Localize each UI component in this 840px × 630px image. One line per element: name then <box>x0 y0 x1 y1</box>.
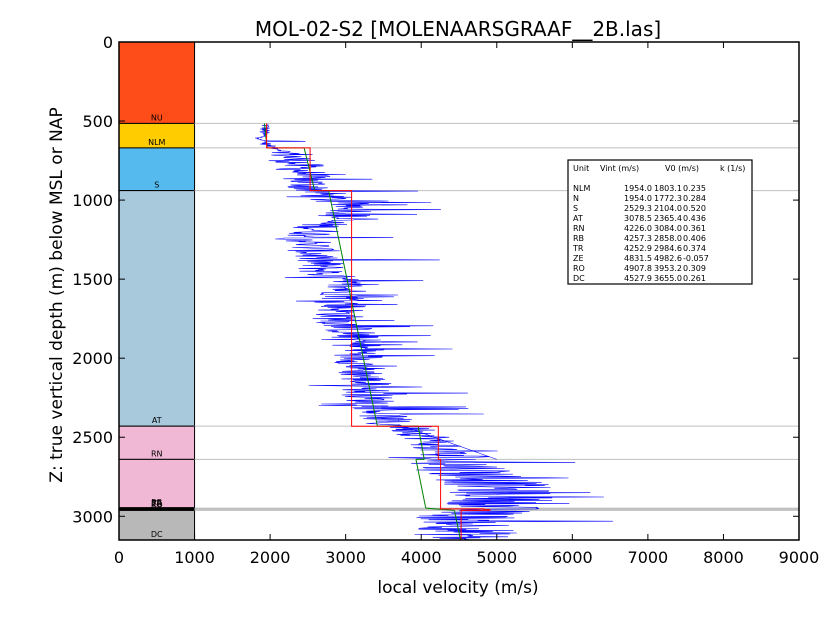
y-axis-label: Z: true vertical depth (m) below MSL or … <box>47 107 67 482</box>
layer-label-rb: RB <box>151 498 162 507</box>
table-cell-9-0: DC <box>573 274 585 283</box>
linear-model-segment-5 <box>453 510 462 541</box>
series-velocity-log <box>254 124 613 540</box>
table-cell-4-2: 3084.0 <box>654 224 682 233</box>
layer-rn <box>118 425 196 460</box>
y-tick-label-6: 3000 <box>72 507 113 526</box>
table-cell-8-0: RO <box>573 264 585 273</box>
series-velocity-log-jump <box>398 424 497 460</box>
table-cell-1-2: 1772.3 <box>654 194 682 203</box>
table-cell-7-2: 4982.6 <box>654 254 682 263</box>
table-cell-0-0: NLM <box>573 184 590 193</box>
table-header-1: Vint (m/s) <box>600 164 639 173</box>
layer-label-ro: RO <box>151 500 163 509</box>
table-cell-3-2: 2365.4 <box>654 214 682 223</box>
table-cell-3-1: 3078.5 <box>624 214 652 223</box>
series-interval-velocity <box>266 123 491 540</box>
layer-label-s: S <box>154 181 159 190</box>
y-tick-label-5: 2500 <box>72 428 113 447</box>
y-tick-label-2: 1000 <box>72 191 113 210</box>
linear-model-segment-1 <box>303 147 316 191</box>
table-cell-6-1: 4252.9 <box>624 244 652 253</box>
table-cell-1-0: N <box>573 194 579 203</box>
table-cell-6-0: TR <box>572 244 584 253</box>
layer-label-nu: NU <box>151 113 163 122</box>
table-cell-7-1: 4831.5 <box>624 254 652 263</box>
layer-at <box>118 190 196 427</box>
y-tick-label-4: 2000 <box>72 349 113 368</box>
layer-label-rn: RN <box>151 449 163 458</box>
layer-dc <box>118 509 196 541</box>
y-tick-label-1: 500 <box>82 112 113 131</box>
x-tick-label-3: 3000 <box>325 548 366 567</box>
table-header-2: V0 (m/s) <box>665 164 699 173</box>
x-tick-label-7: 7000 <box>628 548 669 567</box>
velocity-table-frame <box>567 159 753 285</box>
table-cell-0-3: 0.235 <box>683 184 706 193</box>
chart-title: MOL-02-S2 [MOLENAARSGRAAF__2B.las] <box>255 17 661 41</box>
table-cell-6-2: 2984.6 <box>654 244 682 253</box>
x-axis-ticks: 0 1000 2000 3000 4000 5000 6000 7000 8000 9000 <box>114 42 819 567</box>
table-cell-2-1: 2529.3 <box>624 204 652 213</box>
table-cell-4-3: 0.361 <box>683 224 706 233</box>
x-tick-label-2: 2000 <box>250 548 291 567</box>
linear-model-segment-2 <box>328 190 378 427</box>
table-cell-3-3: 0.436 <box>683 214 706 223</box>
x-tick-label-0: 0 <box>114 548 124 567</box>
x-tick-label-4: 4000 <box>401 548 442 567</box>
x-tick-label-8: 8000 <box>703 548 744 567</box>
velocity-table: Unit Vint (m/s) V0 (m/s) k (1/s) NLM 1954.0 18… <box>567 159 753 285</box>
table-cell-8-3: 0.309 <box>683 264 706 273</box>
table-cell-8-2: 3953.2 <box>654 264 682 273</box>
table-cell-8-1: 4907.8 <box>624 264 652 273</box>
table-header-3: k (1/s) <box>720 164 745 173</box>
velocity-trace-series <box>254 124 613 540</box>
x-axis-label: local velocity (m/s) <box>377 578 538 598</box>
plot-frame <box>118 41 800 541</box>
layer-s <box>118 147 196 192</box>
y-tick-label-3: 1500 <box>72 270 113 289</box>
x-tick-label-5: 5000 <box>476 548 517 567</box>
table-cell-7-3: -0.057 <box>683 254 709 263</box>
table-cell-7-0: ZE <box>573 254 584 263</box>
layer-nu <box>118 41 196 124</box>
table-cell-4-0: RN <box>573 224 585 233</box>
layer-label-nlm: NLM <box>148 138 165 147</box>
x-tick-label-6: 6000 <box>552 548 593 567</box>
x-tick-label-1: 1000 <box>174 548 215 567</box>
table-cell-9-3: 0.261 <box>683 274 706 283</box>
table-cell-6-3: 0.374 <box>683 244 706 253</box>
table-cell-2-2: 2104.0 <box>654 204 682 213</box>
layer-label-tr: TR <box>151 499 163 508</box>
table-cell-1-3: 0.284 <box>683 194 706 203</box>
table-cell-0-1: 1954.0 <box>624 184 652 193</box>
layer-label-ze: ZE <box>152 500 163 509</box>
layer-label-dc: DC <box>151 530 163 539</box>
linear-model-segment-4 <box>415 459 427 509</box>
table-cell-3-0: AT <box>573 214 583 223</box>
linear-model-segment-3 <box>417 426 425 460</box>
table-cell-1-1: 1954.0 <box>624 194 652 203</box>
table-cell-4-1: 4226.0 <box>624 224 652 233</box>
table-cell-5-2: 2858.0 <box>654 234 682 243</box>
table-header-0: Unit <box>573 164 589 173</box>
layer-rb <box>118 458 196 509</box>
table-cell-2-0: S <box>573 204 578 213</box>
table-cell-5-3: 0.406 <box>683 234 706 243</box>
table-cell-2-3: 0.520 <box>683 204 706 213</box>
x-tick-label-9: 9000 <box>779 548 820 567</box>
table-cell-9-2: 3655.0 <box>654 274 682 283</box>
y-axis-ticks: 0 500 1000 1500 2000 2500 3000 <box>72 33 799 526</box>
layer-label-at: AT <box>152 416 162 425</box>
table-cell-0-2: 1803.1 <box>654 184 682 193</box>
table-cell-9-1: 4527.9 <box>624 274 652 283</box>
y-tick-label-0: 0 <box>103 33 113 52</box>
table-cell-5-1: 4257.3 <box>624 234 652 243</box>
interval-velocity-series <box>266 123 491 540</box>
table-cell-5-0: RB <box>573 234 584 243</box>
